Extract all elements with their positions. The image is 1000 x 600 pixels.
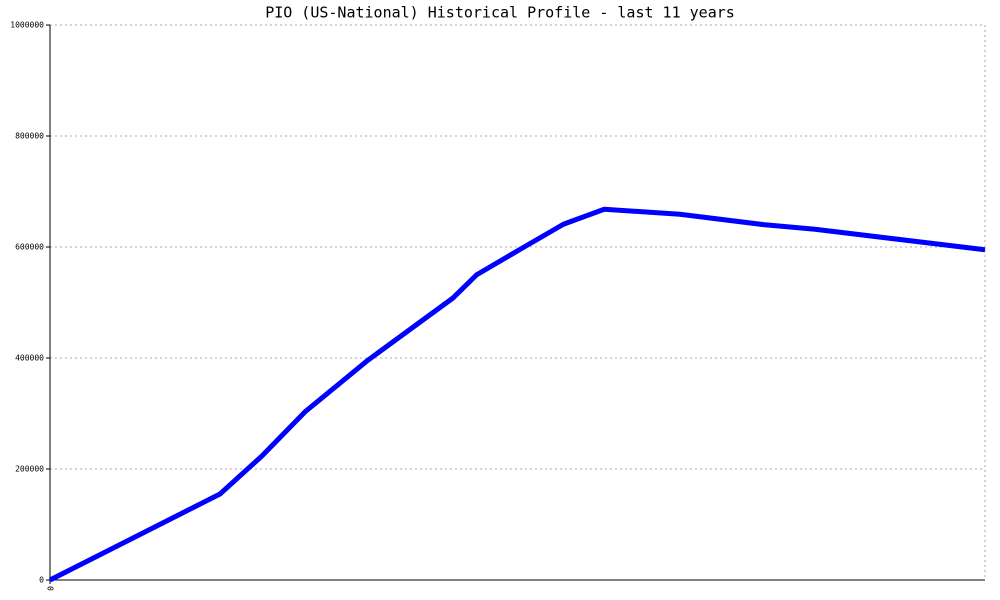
x-tick-label: 0 [46,586,55,591]
data-line [48,206,986,583]
y-tick-label: 0 [39,576,44,585]
y-tick-label: 1000000 [10,21,44,30]
y-tick-label: 400000 [15,354,44,363]
y-tick-label: 800000 [15,132,44,141]
chart-title: PIO (US-National) Historical Profile - l… [265,4,735,22]
y-tick-label: 600000 [15,243,44,252]
y-tick-label: 200000 [15,465,44,474]
